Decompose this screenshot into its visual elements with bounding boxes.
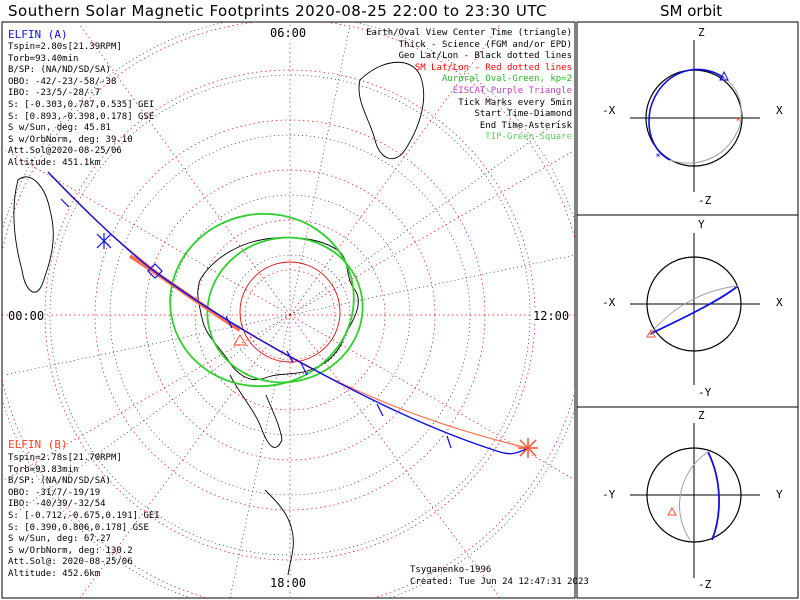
continent-outline-north — [358, 61, 425, 160]
auroral-oval-inner — [206, 236, 364, 384]
elfin-b-line: S: [-0.712,-0.675,0.191] GEI — [8, 510, 160, 521]
map-frame — [1, 21, 576, 599]
elfin-a-line: S w/Sun, deg: 45.81 — [8, 123, 111, 134]
time-label-right: 12:00 — [533, 309, 570, 323]
legend-item: Earth/Oval View Center Time (triangle) — [366, 28, 572, 38]
elfin-b-line: S: [0.390,0.806,0.178] GSE — [8, 522, 149, 533]
elfin-a-line: S: [0.893,-0.398,0.178] GSE — [8, 111, 155, 122]
orbit-panel-xz: * * — [630, 40, 760, 192]
legend-item: Thick - Science (FGM and/or EPD) — [398, 39, 572, 50]
elfin-b-line: S w/OrbNorm, deg: 130.2 — [8, 545, 133, 556]
orbit3-right-label: Y — [776, 488, 783, 501]
time-label-left: 00:00 — [8, 309, 45, 323]
mid-asterisk — [96, 233, 112, 249]
elfin-b-line: OBO: -31/7/-19/19 — [8, 487, 101, 498]
orbit-panel-xy — [630, 233, 760, 385]
legend-item: EISCAT-Purple Triangle — [452, 85, 572, 96]
elfin-a-line: S w/OrbNorm, deg: 39.10 — [8, 134, 133, 145]
elfin-a-line: IBO: -23/5/-28/-7 — [8, 88, 101, 99]
time-label-bottom: 18:00 — [270, 576, 307, 590]
elfin-a-line: OBO: -42/-23/-58/-38 — [8, 76, 117, 87]
legend-item: SM Lat/Lon - Red dotted lines — [414, 62, 572, 73]
legend-item: Geo Lat/Lon - Black dotted lines — [398, 51, 572, 62]
elfin-a-panel: ELFIN (A) — [8, 28, 68, 41]
plot-title: Southern Solar Magnetic Footprints 2020-… — [8, 2, 548, 20]
start-diamond — [147, 263, 163, 279]
elfin-b-line: Att.Sol@: 2020-08-25/06 — [8, 557, 133, 568]
credits-author: Tsyganenko-1996 — [410, 565, 492, 575]
time-label-top: 06:00 — [270, 26, 307, 40]
orbit2-right-label: X — [776, 296, 783, 309]
legend-item: Tick Marks every 5min — [458, 97, 572, 108]
legend-item: End Time-Asterisk — [479, 120, 572, 131]
orbit3-left-label: -Y — [602, 488, 616, 501]
elfin-b-line: IBO: -40/39/-32/54 — [8, 499, 106, 510]
orbit3-top-label: Z — [698, 409, 705, 422]
continent-outline-west — [13, 176, 54, 293]
orbit1-top-label: Z — [698, 26, 705, 39]
elfin-a-line: Torb=93.40min — [8, 53, 79, 64]
legend-item: Auroral Oval-Green, kp=2 — [441, 74, 572, 85]
orbit2-bottom-label: -Y — [698, 386, 712, 399]
orbit-frame — [576, 21, 799, 599]
orbit-panel-yz — [630, 423, 760, 578]
orbit2-left-label: -X — [602, 296, 616, 309]
orbit1-bottom-label: -Z — [698, 194, 712, 207]
elfin-a-lines: Tspin=2.80s[21.39RPM] Torb=93.40min B/SP… — [8, 42, 154, 170]
elfin-a-track — [47, 171, 529, 455]
elfin-b-line: Torb=93.83min — [8, 464, 79, 475]
elfin-a-line: Tspin=2.80s[21.39RPM] — [8, 42, 122, 52]
elfin-a-ticks — [60, 198, 452, 449]
orbit2-top-label: Y — [698, 218, 705, 231]
elfin-b-line: S w/Sun, deg: 67.27 — [8, 534, 111, 545]
svg-text:*: * — [735, 116, 741, 127]
end-asterisk — [518, 438, 538, 458]
elfin-b-track — [47, 171, 529, 449]
antarctic-peninsula — [229, 374, 283, 448]
credits-created: Created: Tue Jun 24 12:47:31 2023 — [410, 576, 589, 587]
elfin-b-line: Tspin=2.78s[21.70RPM] — [8, 453, 122, 463]
elfin-a-line: Att.Sol@2020-08-25/06 — [8, 146, 122, 157]
orbit1-left-label: -X — [602, 104, 616, 117]
elfin-a-line: S: [-0.303,0.787,0.535] GEI — [8, 99, 155, 110]
continent-outline-south — [264, 489, 294, 576]
sm-pole-circle — [239, 261, 341, 363]
legend-item: Start Time-Diamond — [474, 109, 572, 120]
orbit1-right-label: X — [776, 104, 783, 117]
legend-item: TIP-Green Square — [485, 132, 572, 143]
legend: Earth/Oval View Center Time (triangle) T… — [366, 28, 572, 144]
elfin-b-panel: ELFIN (B) — [8, 438, 68, 451]
elfin-a-name: ELFIN (A) — [8, 28, 68, 41]
orbit3-bottom-label: -Z — [698, 578, 712, 591]
elfin-a-line: Altitude: 451.1km — [8, 157, 101, 168]
elfin-b-line: B/SP: (NA/ND/SD/SA) — [8, 476, 111, 487]
auroral-oval-outer — [169, 212, 355, 388]
sm-orbit-title: SM orbit — [660, 2, 723, 20]
elfin-b-line: Altitude: 452.6km — [8, 568, 101, 579]
elfin-a-line: B/SP: (NA/ND/SD/SA) — [8, 65, 111, 76]
credits: Tsyganenko-1996 Created: Tue Jun 24 12:4… — [410, 565, 589, 588]
svg-text:*: * — [655, 152, 661, 163]
elfin-b-lines: Tspin=2.78s[21.70RPM] Torb=93.83min B/SP… — [8, 453, 160, 581]
view-center-triangle — [233, 334, 247, 346]
auroral-ovals — [169, 212, 364, 388]
elfin-b-name: ELFIN (B) — [8, 438, 68, 451]
